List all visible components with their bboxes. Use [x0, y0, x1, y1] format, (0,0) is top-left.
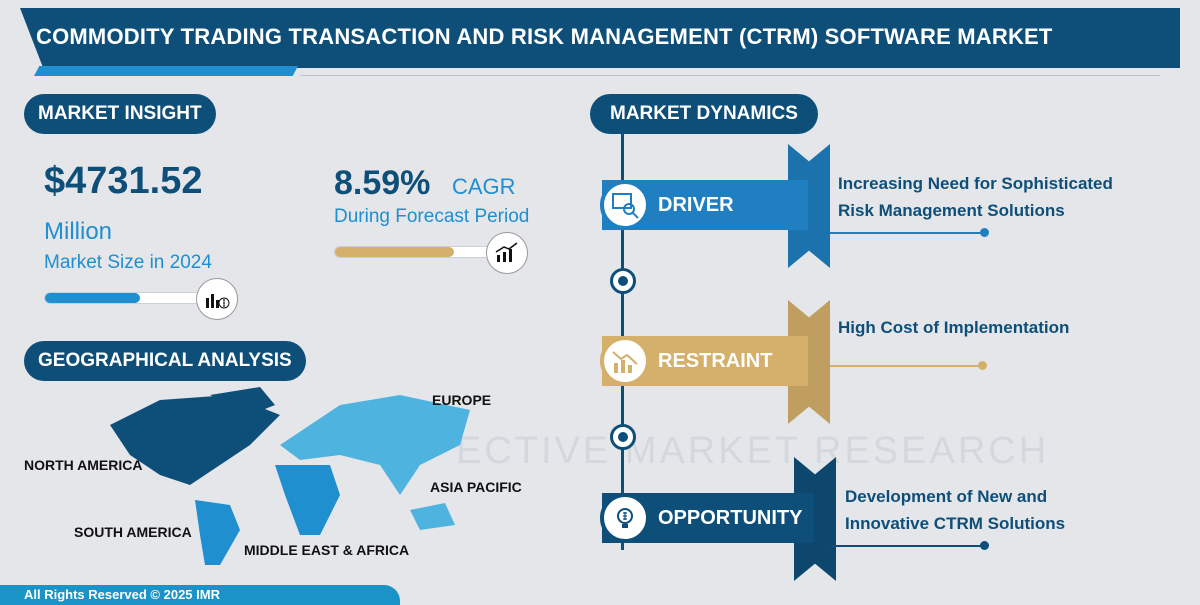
divider [300, 75, 1160, 76]
region-label: ASIA PACIFIC [430, 479, 522, 495]
region-label: NORTH AMERICA [24, 457, 143, 473]
declining-chart-icon [600, 336, 650, 386]
title-banner [20, 8, 1180, 68]
page-title: COMMODITY TRADING TRANSACTION AND RISK M… [36, 24, 1053, 49]
underline [830, 232, 985, 234]
underline [830, 365, 982, 367]
timeline-node [610, 268, 636, 294]
underline-dot [980, 228, 989, 237]
dynamics-label: RESTRAINT [658, 350, 773, 372]
dynamics-label: DRIVER [658, 194, 734, 216]
geo-heading: GEOGRAPHICAL ANALYSIS [24, 341, 306, 381]
timeline-node [610, 424, 636, 450]
underline [830, 545, 985, 547]
analytics-search-icon [600, 180, 650, 230]
market-size-bar [44, 292, 204, 304]
market-size-unit: Million [44, 218, 113, 245]
cagr-period: During Forecast Period [334, 206, 530, 227]
market-insight-heading: MARKET INSIGHT [24, 94, 216, 134]
dynamics-text: High Cost of Implementation [838, 314, 1069, 341]
finance-chart-icon [196, 278, 238, 320]
region-label: MIDDLE EAST & AFRICA [244, 542, 410, 558]
market-size-label: Market Size in 2024 [44, 252, 212, 273]
footer: All Rights Reserved © 2025 IMR [0, 585, 400, 605]
dynamics-text-line: Development of New and [845, 487, 1048, 506]
underline-dot [978, 361, 987, 370]
cagr-value: 8.59% [334, 164, 431, 202]
market-size-value: $4731.52 [44, 160, 203, 202]
dynamics-label: OPPORTUNITY [658, 507, 803, 529]
region-label: EUROPE [432, 392, 492, 408]
market-dynamics-heading: MARKET DYNAMICS [590, 94, 818, 134]
dynamics-text: Increasing Need for Sophisticated Risk Ma… [838, 170, 1113, 224]
dynamics-text-line: High Cost of Implementation [838, 318, 1070, 337]
title-accent [34, 66, 298, 76]
dynamics-text-line: Innovative CTRM Solutions [845, 514, 1066, 533]
watermark: ECTIVE MARKET RESEARCH [456, 430, 1050, 472]
dynamics-text-line: Increasing Need for Sophisticated [838, 174, 1113, 193]
cagr-label: CAGR [452, 174, 516, 199]
underline-dot [980, 541, 989, 550]
dynamics-text-line: Risk Management Solutions [838, 201, 1065, 220]
cagr-bar [334, 246, 494, 258]
dynamics-text: Development of New and Innovative CTRM So… [845, 483, 1065, 537]
world-map [110, 387, 470, 565]
region-label: SOUTH AMERICA [74, 524, 192, 540]
growth-chart-icon [486, 232, 528, 274]
lightbulb-dollar-icon [600, 493, 650, 543]
